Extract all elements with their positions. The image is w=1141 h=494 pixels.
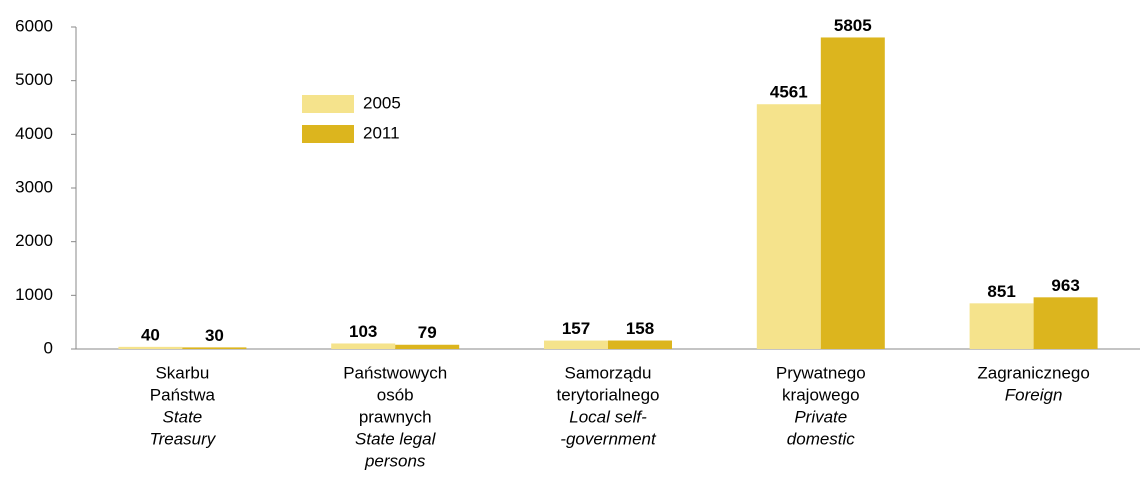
- x-tick-label-en: State legal: [355, 429, 437, 448]
- x-tick-label: Prywatnego: [776, 363, 866, 382]
- x-tick-label-en: persons: [364, 451, 426, 470]
- value-label: 157: [562, 319, 590, 338]
- x-tick-label-en: Local self-: [569, 407, 647, 426]
- y-tick-label: 6000: [15, 16, 53, 35]
- value-label: 103: [349, 322, 377, 341]
- bar: [395, 344, 460, 349]
- value-label: 963: [1051, 276, 1079, 295]
- x-tick-label: krajowego: [782, 385, 860, 404]
- x-tick-label: osób: [377, 385, 414, 404]
- y-tick-label: 5000: [15, 70, 53, 89]
- y-tick-label: 4000: [15, 124, 53, 143]
- x-tick-label-en: State: [163, 407, 203, 426]
- bar: [118, 346, 183, 349]
- value-label: 5805: [834, 16, 872, 35]
- x-tick-label: Państwa: [150, 385, 216, 404]
- x-tick-label: Samorządu: [565, 363, 652, 382]
- x-tick-label-en: Foreign: [1005, 385, 1063, 404]
- value-label: 30: [205, 326, 224, 345]
- bar: [331, 343, 396, 349]
- x-tick-label: Skarbu: [155, 363, 209, 382]
- bar: [608, 340, 672, 349]
- x-tick-label: Zagranicznego: [977, 363, 1089, 382]
- x-tick-label-en: Private: [794, 407, 847, 426]
- legend-swatch: [302, 125, 354, 143]
- x-tick-label: Państwowych: [343, 363, 447, 382]
- x-tick-label-en: -government: [560, 429, 657, 448]
- bar: [544, 340, 608, 349]
- x-tick-label: prawnych: [359, 407, 432, 426]
- legend-swatch: [302, 95, 354, 113]
- bar: [820, 37, 885, 350]
- bar: [182, 347, 247, 349]
- y-tick-label: 1000: [15, 285, 53, 304]
- bar: [969, 303, 1034, 349]
- x-tick-label: terytorialnego: [556, 385, 659, 404]
- x-tick-label-en: domestic: [787, 429, 856, 448]
- value-label: 4561: [770, 83, 808, 102]
- legend-label: 2005: [363, 93, 401, 112]
- bar: [1033, 297, 1098, 349]
- y-tick-label: 2000: [15, 231, 53, 250]
- x-tick-label-en: Treasury: [149, 429, 216, 448]
- value-label: 40: [141, 325, 160, 344]
- value-label: 158: [626, 319, 654, 338]
- value-label: 851: [987, 282, 1015, 301]
- bar: [756, 104, 821, 349]
- y-tick-label: 3000: [15, 177, 53, 196]
- value-label: 79: [418, 323, 437, 342]
- y-tick-label: 0: [44, 338, 53, 357]
- legend-label: 2011: [363, 123, 400, 142]
